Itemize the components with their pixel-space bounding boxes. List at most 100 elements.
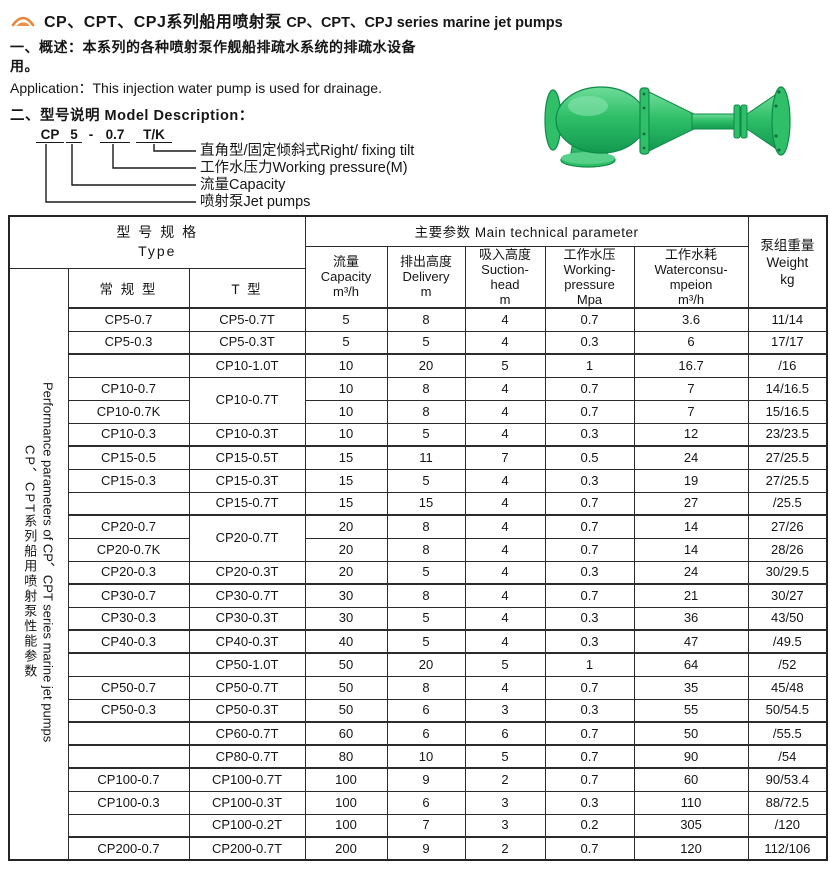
cell-water-consumption: 64 [633, 652, 749, 677]
cell-delivery: 8 [386, 583, 466, 608]
sunrise-arc-icon [11, 16, 35, 27]
cell-suction-head: 4 [464, 399, 546, 424]
cell-capacity: 50 [304, 675, 388, 700]
cell-water-consumption: 7 [633, 376, 749, 401]
cell-regular-model: CP200-0.7 [67, 836, 190, 861]
cell-working-pressure: 0.3 [544, 698, 635, 723]
cell-suction-head: 4 [464, 629, 546, 654]
cell-suction-head: 4 [464, 330, 546, 355]
cell-regular-model: CP5-0.7 [67, 307, 190, 332]
col-header-delivery: 排出高度 Delivery m [386, 245, 466, 309]
cell-t-model: CP5-0.7T [188, 307, 306, 332]
cell-capacity: 80 [304, 744, 388, 769]
cell-suction-head: 7 [464, 445, 546, 470]
cell-water-consumption: 110 [633, 790, 749, 815]
cell-water-consumption: 305 [633, 813, 749, 838]
cell-regular-model: CP10-0.7K [67, 399, 190, 424]
cell-weight: /16 [747, 353, 828, 378]
cell-water-consumption: 7 [633, 399, 749, 424]
cell-suction-head: 4 [464, 560, 546, 585]
page-header: CP、CPT、CPJ系列船用喷射泵 CP、CPT、CPJ series mari… [10, 8, 563, 32]
cell-water-consumption: 14 [633, 514, 749, 539]
cell-regular-model: CP15-0.5 [67, 445, 190, 470]
cell-capacity: 50 [304, 698, 388, 723]
cell-water-consumption: 19 [633, 468, 749, 493]
cell-suction-head: 4 [464, 675, 546, 700]
cell-weight: /25.5 [747, 491, 828, 516]
cell-weight: /52 [747, 652, 828, 677]
table-row: CP15-0.7T 15 15 4 0.7 27/25.5 [9, 491, 828, 516]
cell-working-pressure: 0.7 [544, 675, 635, 700]
col-header-suction: 吸入高度 Suction- head m [464, 245, 546, 309]
cell-regular-model: CP40-0.3 [67, 629, 190, 654]
cell-t-model: CP20-0.3T [188, 560, 306, 585]
table-row: CP60-0.7T 60 6 6 0.7 50/55.5 [9, 721, 828, 746]
cell-working-pressure: 0.7 [544, 836, 635, 861]
cell-regular-model: CP20-0.3 [67, 560, 190, 585]
cell-capacity: 5 [304, 330, 388, 355]
cell-capacity: 100 [304, 767, 388, 792]
green-jet-pump-photo [544, 86, 791, 168]
cell-suction-head: 3 [464, 698, 546, 723]
cell-weight: 50/54.5 [747, 698, 828, 723]
cell-water-consumption: 3.6 [633, 307, 749, 332]
table-row: CP50-0.7 CP50-0.7T 50 8 4 0.7 35 45/48 [9, 675, 828, 700]
cell-t-model: CP100-0.3T [188, 790, 306, 815]
table-row: CP50-0.3 CP50-0.3T 50 6 3 0.3 55 50/54.5 [9, 698, 828, 723]
cell-working-pressure: 1 [544, 652, 635, 677]
cell-working-pressure: 0.3 [544, 560, 635, 585]
cell-delivery: 6 [386, 698, 466, 723]
cell-weight: 45/48 [747, 675, 828, 700]
cell-t-model: CP40-0.3T [188, 629, 306, 654]
table-row: CP5-0.3 CP5-0.3T 5 5 4 0.3 6 17/17 [9, 330, 828, 355]
col-header-main-parameters: 主要参数 Main technical parameter [304, 215, 749, 247]
side-vertical-title: Performance parameters of CP、CPT series … [8, 267, 69, 861]
cell-weight: 88/72.5 [747, 790, 828, 815]
table-row: CP200-0.7 CP200-0.7T 200 9 2 0.7 120 112/106 [9, 836, 828, 861]
diagram-label-capacity: 流量Capacity [200, 177, 286, 193]
cell-delivery: 5 [386, 422, 466, 447]
cell-water-consumption: 24 [633, 560, 749, 585]
cell-capacity: 10 [304, 422, 388, 447]
cell-regular-model: CP20-0.7K [67, 537, 190, 562]
cell-working-pressure: 0.7 [544, 767, 635, 792]
cell-capacity: 30 [304, 606, 388, 631]
cell-suction-head: 4 [464, 422, 546, 447]
cell-weight: 23/23.5 [747, 422, 828, 447]
cell-t-model: CP80-0.7T [188, 744, 306, 769]
cell-delivery: 8 [386, 514, 466, 539]
cell-capacity: 20 [304, 560, 388, 585]
cell-suction-head: 2 [464, 836, 546, 861]
model-token-capacity: 5 [66, 128, 82, 143]
cell-capacity: 10 [304, 353, 388, 378]
diagram-label-series: 喷射泵Jet pumps [200, 194, 311, 210]
cell-regular-model: CP50-0.3 [67, 698, 190, 723]
cell-suction-head: 3 [464, 790, 546, 815]
cell-capacity: 15 [304, 491, 388, 516]
cell-weight: 27/25.5 [747, 445, 828, 470]
cell-water-consumption: 90 [633, 744, 749, 769]
cell-suction-head: 5 [464, 744, 546, 769]
cell-suction-head: 4 [464, 376, 546, 401]
cell-regular-model: CP50-0.7 [67, 675, 190, 700]
cell-delivery: 20 [386, 652, 466, 677]
pump-mid-flange-left [639, 87, 650, 155]
cell-weight: /49.5 [747, 629, 828, 654]
pump-converging-cone [648, 91, 695, 152]
cell-regular-model: CP20-0.7 [67, 514, 190, 539]
cell-working-pressure: 0.7 [544, 514, 635, 539]
page-title-en: CP、CPT、CPJ series marine jet pumps [286, 15, 563, 31]
col-header-t-type: T 型 [188, 267, 306, 309]
cell-capacity: 200 [304, 836, 388, 861]
cell-capacity: 15 [304, 445, 388, 470]
cell-suction-head: 3 [464, 813, 546, 838]
cell-water-consumption: 21 [633, 583, 749, 608]
cell-delivery: 8 [386, 675, 466, 700]
application-text: Application：This injection water pump is… [10, 80, 382, 96]
cell-weight: 30/27 [747, 583, 828, 608]
col-header-capacity: 流量 Capacity m³/h [304, 245, 388, 309]
cell-regular-model: CP15-0.3 [67, 468, 190, 493]
cell-delivery: 8 [386, 376, 466, 401]
cell-delivery: 20 [386, 353, 466, 378]
cell-capacity: 40 [304, 629, 388, 654]
